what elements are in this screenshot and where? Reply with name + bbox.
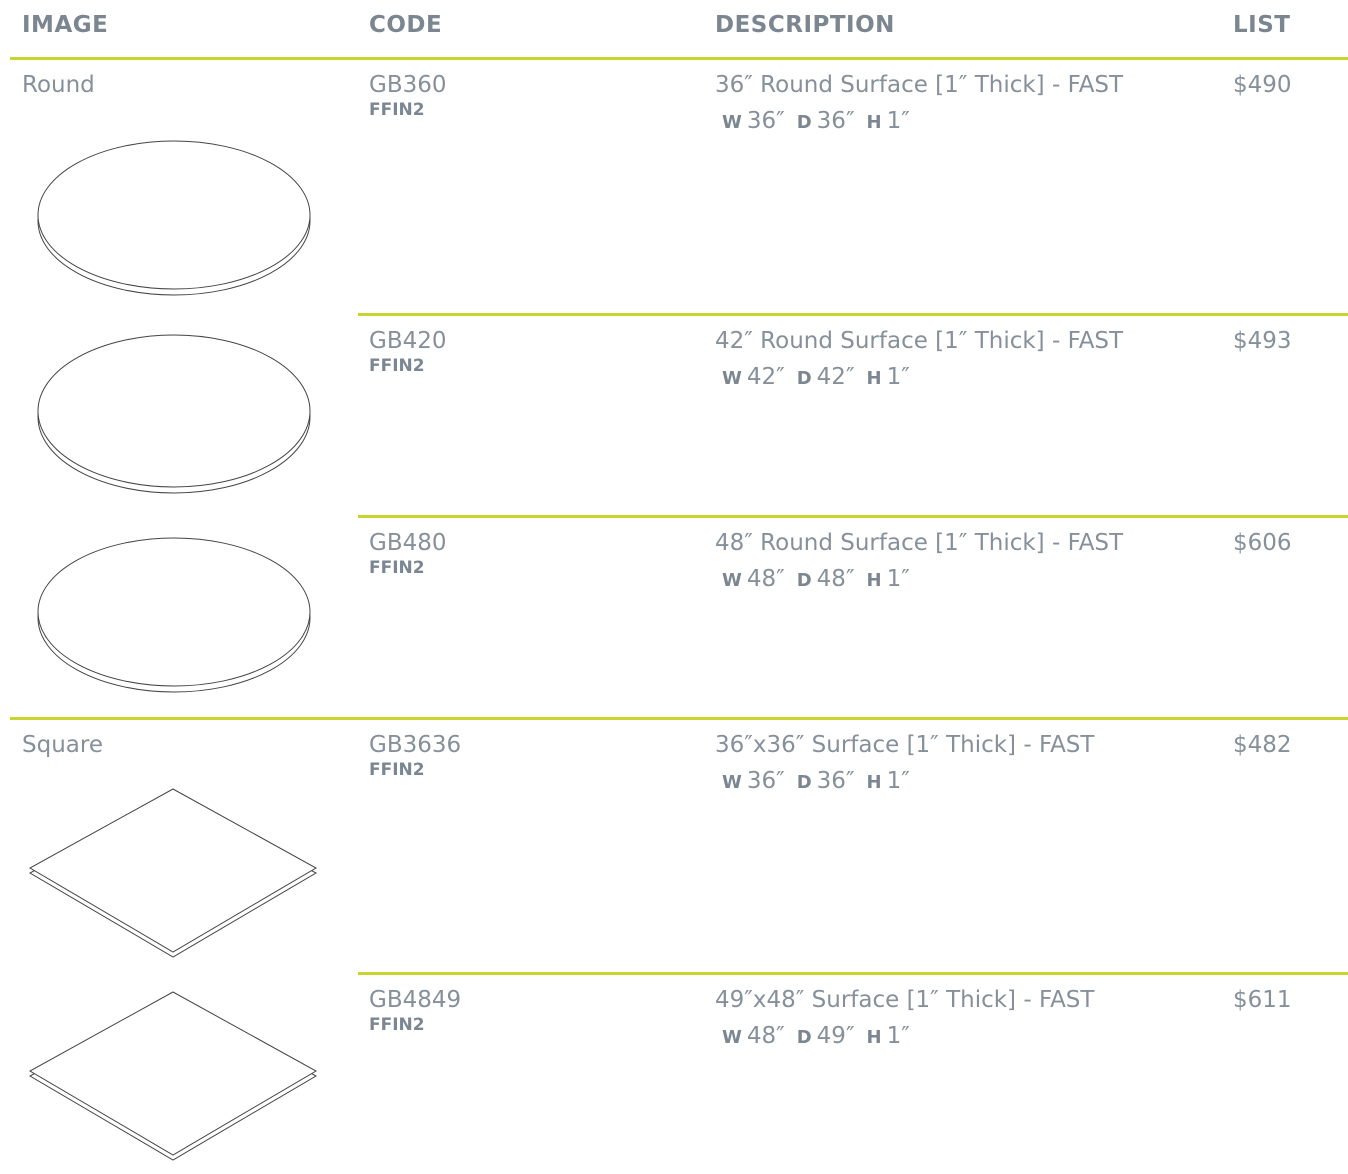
dimension-value: 1″ [886,566,910,592]
description-cell: 36″ Round Surface [1″ Thick] - FAST W 36″ D… [715,72,1185,134]
dimension-label: D [796,112,812,133]
dimension-label: D [796,1027,812,1048]
dimension-value: 1″ [886,1023,910,1049]
dimension-label: H [866,368,882,389]
row-separator [358,972,1348,975]
group-label: Square [22,732,103,758]
dimension-label: D [796,368,812,389]
description-cell: 48″ Round Surface [1″ Thick] - FAST W 48″ D… [715,530,1185,592]
dimensions: W 36″ D 36″ H 1″ [722,768,1185,794]
group-separator [10,57,1348,60]
dimensions: W 48″ D 49″ H 1″ [722,1023,1185,1049]
dimension-label: D [796,570,812,591]
group-separator [10,717,1348,720]
row-separator [358,313,1348,316]
dimension-label: W [722,772,742,793]
list-price: $490 [1233,72,1292,98]
dimension-label: W [722,112,742,133]
dimension-value: 36″ [746,108,785,134]
description: 36″ Round Surface [1″ Thick] - FAST [715,72,1124,98]
column-header: CODE [369,12,443,38]
row-separator [358,515,1348,518]
dimensions: W 36″ D 36″ H 1″ [722,108,1185,134]
product-code: GB480 [369,530,447,556]
round-top-image [37,140,311,296]
dimension-value: 1″ [886,768,910,794]
dimension-label: H [866,112,882,133]
finish-code: FFIN2 [369,1015,425,1035]
finish-code: FFIN2 [369,100,425,120]
description-cell: 36″x36″ Surface [1″ Thick] - FAST W 36″ D 36… [715,732,1185,794]
dimension-value: 1″ [886,364,910,390]
column-header: DESCRIPTION [715,12,895,38]
dimension-value: 49″ [816,1023,855,1049]
finish-code: FFIN2 [369,356,425,376]
column-header: IMAGE [22,12,109,38]
description-cell: 49″x48″ Surface [1″ Thick] - FAST W 48″ D 49… [715,987,1185,1049]
dimension-value: 36″ [746,768,785,794]
finish-code: FFIN2 [369,760,425,780]
list-price: $611 [1233,987,1292,1013]
description-cell: 42″ Round Surface [1″ Thick] - FAST W 42″ D… [715,328,1185,390]
dimension-value: 48″ [746,1023,785,1049]
dimension-label: W [722,570,742,591]
dimension-label: H [866,570,882,591]
round-top-image [37,537,311,693]
dimension-value: 36″ [816,768,855,794]
dimension-value: 36″ [816,108,855,134]
finish-code: FFIN2 [369,558,425,578]
list-price: $606 [1233,530,1292,556]
square-top-image [28,991,318,1161]
description: 36″x36″ Surface [1″ Thick] - FAST [715,732,1095,758]
dimension-label: D [796,772,812,793]
dimensions: W 48″ D 48″ H 1″ [722,566,1185,592]
description: 49″x48″ Surface [1″ Thick] - FAST [715,987,1095,1013]
dimension-value: 42″ [746,364,785,390]
dimension-value: 42″ [816,364,855,390]
product-code: GB3636 [369,732,462,758]
dimension-label: W [722,368,742,389]
dimensions: W 42″ D 42″ H 1″ [722,364,1185,390]
list-price: $482 [1233,732,1292,758]
list-price: $493 [1233,328,1292,354]
product-code: GB4849 [369,987,462,1013]
dimension-label: H [866,1027,882,1048]
dimension-label: W [722,1027,742,1048]
product-code: GB420 [369,328,447,354]
dimension-value: 48″ [746,566,785,592]
round-top-image [37,334,311,494]
product-code: GB360 [369,72,447,98]
dimension-label: H [866,772,882,793]
square-top-image [28,788,318,958]
description: 48″ Round Surface [1″ Thick] - FAST [715,530,1124,556]
group-label: Round [22,72,95,98]
column-header: LIST [1233,12,1291,38]
dimension-value: 48″ [816,566,855,592]
description: 42″ Round Surface [1″ Thick] - FAST [715,328,1124,354]
dimension-value: 1″ [886,108,910,134]
